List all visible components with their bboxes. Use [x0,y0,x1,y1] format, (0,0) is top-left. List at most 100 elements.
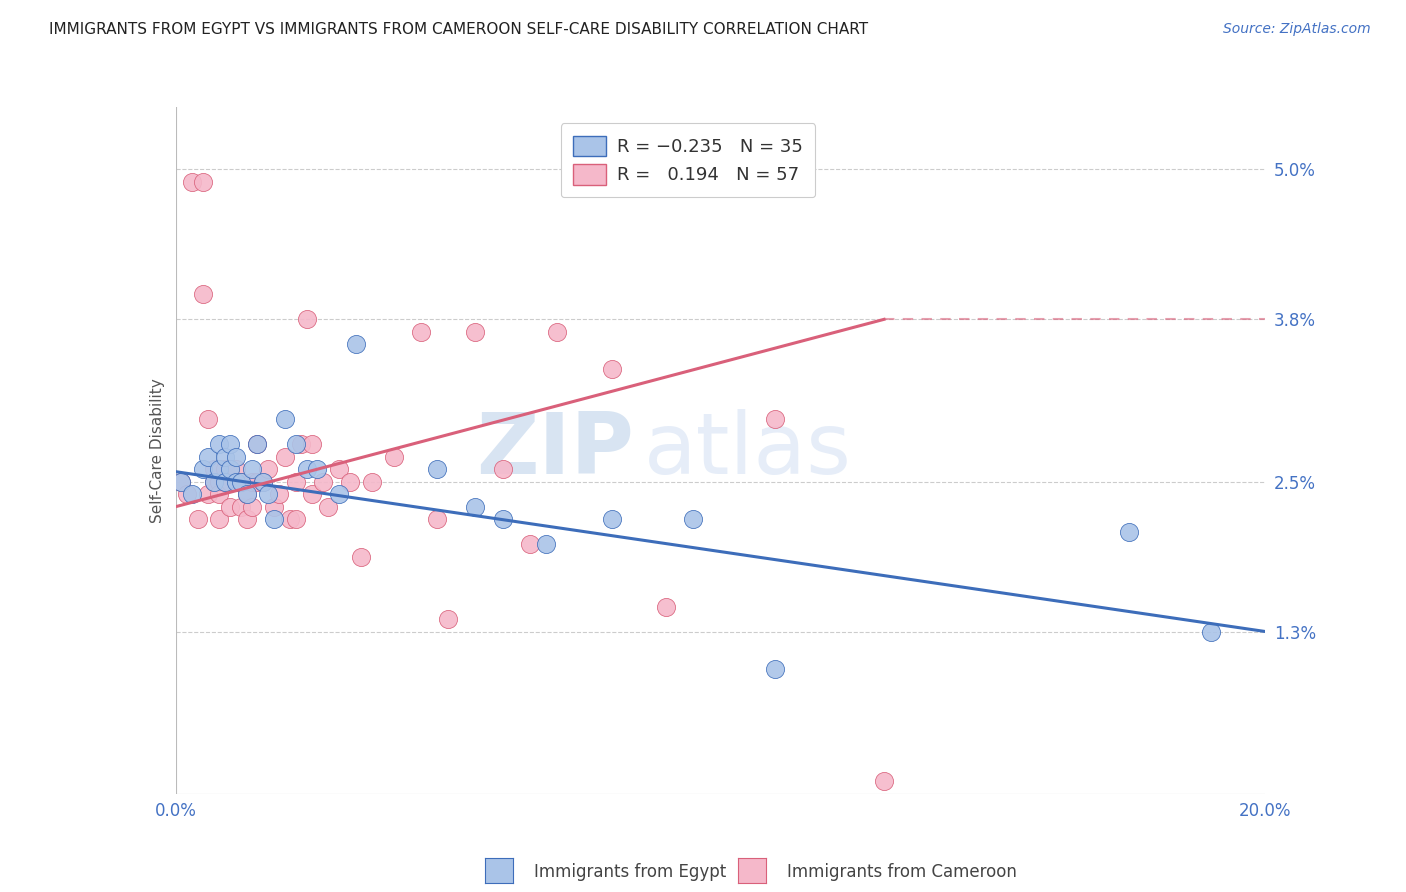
Point [219,500,242,514]
Point [301,487,323,501]
Point [214,450,236,464]
Point [191,462,214,476]
Point [252,475,274,489]
Point [763,412,786,426]
Text: Immigrants from Egypt: Immigrants from Egypt [534,863,727,881]
Point [284,437,307,451]
Point [284,475,307,489]
Point [225,475,247,489]
Point [225,462,247,476]
Point [1199,624,1222,639]
Point [257,462,280,476]
Point [202,475,225,489]
Point [295,312,318,326]
Point [274,450,297,464]
Point [208,437,231,451]
Point [492,462,515,476]
Point [252,475,274,489]
Point [235,487,257,501]
Point [682,512,704,526]
Point [231,500,253,514]
Point [344,337,367,351]
Point [176,487,198,501]
Point [208,462,231,476]
Point [278,512,301,526]
Point [437,612,460,626]
Point [231,475,253,489]
Point [181,175,204,189]
Point [214,462,236,476]
Text: Source: ZipAtlas.com: Source: ZipAtlas.com [1223,22,1371,37]
Point [246,475,269,489]
Point [339,475,361,489]
Point [235,512,257,526]
Point [170,475,193,489]
Point [197,412,219,426]
Point [328,487,350,501]
Point [263,512,285,526]
Point [382,450,405,464]
Point [208,512,231,526]
Point [328,462,350,476]
Point [1118,524,1140,539]
Point [246,437,269,451]
Legend: R = −0.235   N = 35, R =   0.194   N = 57: R = −0.235 N = 35, R = 0.194 N = 57 [561,123,815,197]
Point [426,462,449,476]
Point [191,287,214,301]
Point [219,475,242,489]
Point [225,450,247,464]
Point [240,475,263,489]
Point [464,500,486,514]
Point [492,512,515,526]
Point [464,325,486,339]
Point [208,475,231,489]
Point [409,325,432,339]
Text: IMMIGRANTS FROM EGYPT VS IMMIGRANTS FROM CAMEROON SELF-CARE DISABILITY CORRELATI: IMMIGRANTS FROM EGYPT VS IMMIGRANTS FROM… [49,22,869,37]
Point [600,362,623,376]
Text: ZIP: ZIP [475,409,633,492]
Point [426,512,449,526]
Point [240,462,263,476]
Point [219,462,242,476]
Point [655,599,678,614]
Point [269,487,291,501]
Point [519,537,541,551]
Point [202,475,225,489]
Point [295,462,318,476]
Point [246,437,269,451]
Point [197,487,219,501]
Point [170,475,193,489]
Point [197,450,219,464]
Point [235,487,257,501]
Y-axis label: Self-Care Disability: Self-Care Disability [149,378,165,523]
Point [546,325,568,339]
Text: Immigrants from Cameroon: Immigrants from Cameroon [787,863,1017,881]
Point [214,475,236,489]
Point [181,487,204,501]
Point [290,437,312,451]
Point [274,412,297,426]
Point [350,549,373,564]
Point [186,512,209,526]
Point [301,437,323,451]
Point [534,537,557,551]
Point [600,512,623,526]
Point [231,475,253,489]
Point [307,462,329,476]
Point [318,500,340,514]
Point [219,437,242,451]
Point [360,475,382,489]
Point [873,774,896,789]
Point [202,462,225,476]
Point [214,475,236,489]
Point [257,487,280,501]
Point [191,175,214,189]
Point [312,475,335,489]
Text: atlas: atlas [644,409,852,492]
Point [225,475,247,489]
Point [208,487,231,501]
Point [763,662,786,676]
Point [284,512,307,526]
Point [263,500,285,514]
Point [240,500,263,514]
